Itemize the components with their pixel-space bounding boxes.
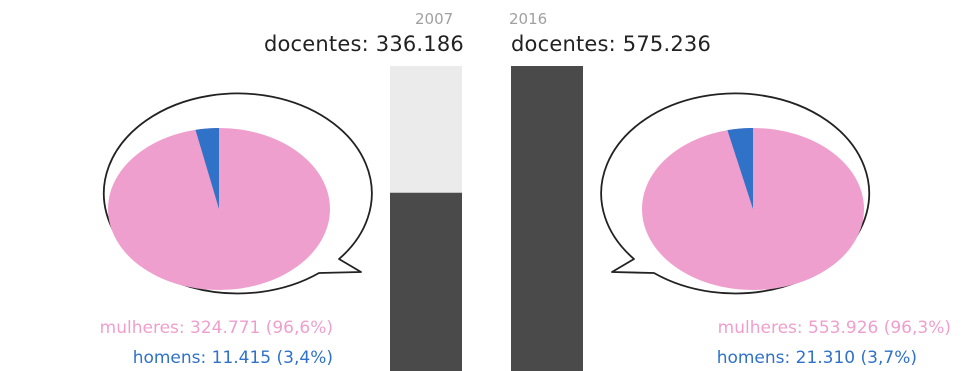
women-label-2007: mulheres: 324.771 (96,6%) bbox=[99, 318, 333, 338]
bar-2016 bbox=[511, 66, 583, 371]
pie-charts bbox=[108, 127, 864, 290]
year-label-2007: 2007 bbox=[415, 10, 454, 28]
men-label-2007: homens: 11.415 (3,4%) bbox=[132, 348, 333, 368]
pie-slice-homens-2016 bbox=[727, 127, 753, 209]
year-label-2016: 2016 bbox=[509, 10, 548, 28]
docentes-label-2016: docentes: 575.236 bbox=[511, 32, 712, 56]
men-label-2016: homens: 21.310 (3,7%) bbox=[716, 348, 917, 368]
bar-2007 bbox=[390, 192, 462, 371]
pie-slice-homens-2007 bbox=[195, 128, 219, 209]
docentes-label-2007: docentes: 336.186 bbox=[263, 32, 464, 56]
bars bbox=[390, 66, 583, 371]
women-label-2016: mulheres: 553.926 (96,3%) bbox=[717, 318, 951, 338]
